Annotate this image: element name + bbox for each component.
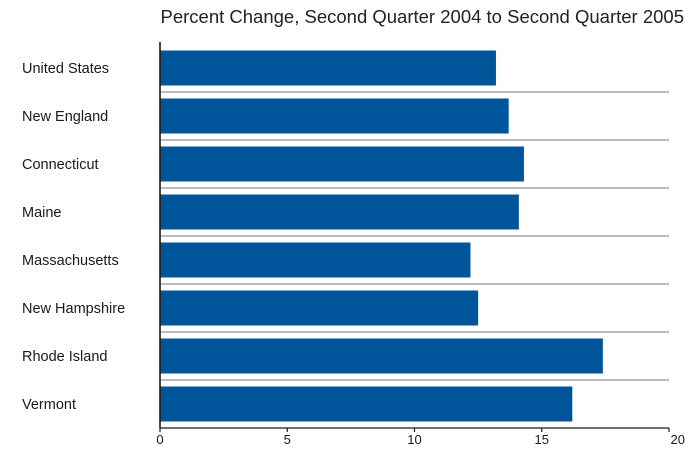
x-tick-label: 15 <box>535 432 549 447</box>
category-separators <box>160 91 669 381</box>
bar-maine <box>160 194 519 230</box>
bar-new-england <box>160 98 509 134</box>
category-label: Massachusetts <box>22 253 119 269</box>
bar-connecticut <box>160 146 524 182</box>
x-axis-ticks: 0 5 10 15 20 <box>156 428 685 447</box>
x-tick-label: 5 <box>284 432 291 447</box>
category-label: Vermont <box>22 397 76 413</box>
bar-new-hampshire <box>160 290 479 326</box>
category-label: Rhode Island <box>22 349 107 365</box>
category-label: United States <box>22 61 109 77</box>
chart-title: Percent Change, Second Quarter 2004 to S… <box>160 6 684 27</box>
category-label: New Hampshire <box>22 301 125 317</box>
bar-united-states <box>160 50 496 86</box>
bar-series <box>160 50 603 422</box>
bar-vermont <box>160 386 573 422</box>
bar-massachusetts <box>160 242 471 278</box>
category-label: Connecticut <box>22 157 99 173</box>
category-label: New England <box>22 109 108 125</box>
x-tick-label: 10 <box>407 432 421 447</box>
bar-rhode-island <box>160 338 603 374</box>
category-label: Maine <box>22 205 62 221</box>
x-tick-label: 0 <box>156 432 163 447</box>
x-tick-label: 20 <box>671 432 685 447</box>
category-labels: United States New England Connecticut Maine… <box>22 61 125 413</box>
